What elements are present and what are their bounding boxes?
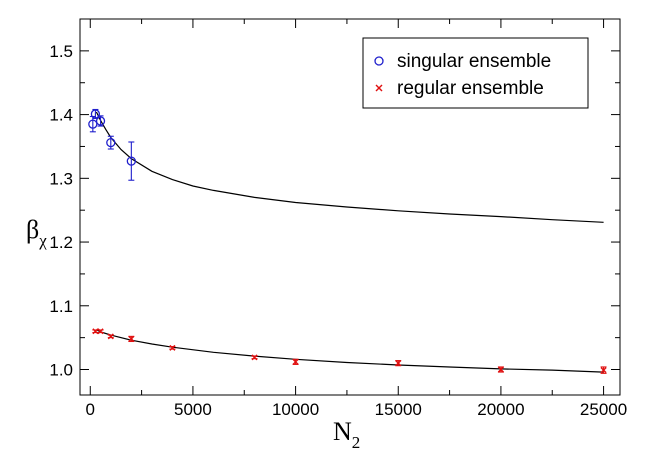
x-axis-label: N2 <box>333 417 360 452</box>
x-marker-stroke <box>97 328 104 335</box>
circle-marker <box>90 109 101 119</box>
y-tick-label: 1.1 <box>49 297 73 316</box>
plot-frame <box>79 18 621 396</box>
x-axis-label-main: N <box>333 417 352 446</box>
x-marker-stroke <box>92 328 99 335</box>
regular-ensemble-point <box>497 366 504 373</box>
y-tick-label: 1.0 <box>49 361 73 380</box>
legend-box <box>362 37 589 109</box>
y-axis-label-sub: χ <box>38 231 47 250</box>
circle-marker <box>88 119 98 129</box>
singular-ensemble-point <box>126 141 136 181</box>
x-tick-label: 25000 <box>580 400 627 419</box>
x-marker-stroke <box>107 333 114 340</box>
y-tick-label: 1.4 <box>49 106 73 125</box>
regular-ensemble-point <box>395 360 402 367</box>
x-marker-stroke <box>292 358 299 365</box>
data-marks <box>88 108 607 374</box>
singular-fit-curve <box>95 111 604 223</box>
regular-ensemble-point <box>292 358 299 365</box>
regular-fit-curve <box>96 329 604 373</box>
x-marker-stroke <box>128 335 135 342</box>
x-marker-stroke <box>395 360 402 367</box>
x-tick-label: 20000 <box>477 400 524 419</box>
regular-ensemble-point <box>107 333 114 340</box>
x-axis-label-sub: 2 <box>352 433 361 452</box>
y-tick-label: 1.3 <box>49 169 73 188</box>
x-tick-label: 15000 <box>375 400 422 419</box>
x-marker-stroke <box>251 354 258 361</box>
regular-ensemble-point <box>600 366 607 374</box>
legend-label-regular: regular ensemble <box>397 78 544 99</box>
x-tick-label: 5000 <box>174 400 212 419</box>
circle-marker <box>95 116 106 126</box>
regular-ensemble-point <box>92 328 99 335</box>
regular-ensemble-point <box>128 335 135 343</box>
regular-ensemble-point <box>251 354 258 361</box>
regular-ensemble-point <box>97 328 104 335</box>
legend-marker-singular <box>374 56 384 66</box>
y-axis-label-main: β <box>26 215 39 244</box>
circle-marker <box>126 156 136 166</box>
y-tick-label: 1.2 <box>49 233 73 252</box>
legend-label-singular: singular ensemble <box>397 51 551 72</box>
y-axis-label: βχ <box>26 215 47 250</box>
legend: singular ensemble regular ensemble <box>362 37 589 109</box>
x-marker-stroke <box>169 344 176 351</box>
singular-ensemble-point <box>106 135 116 150</box>
x-tick-label: 10000 <box>272 400 319 419</box>
circle-marker <box>106 137 116 148</box>
regular-ensemble-point <box>169 344 176 351</box>
x-tick-label: 0 <box>86 400 95 419</box>
singular-ensemble-point <box>95 115 106 127</box>
axis-ticks: 0 5000 10000 15000 20000 25000 1.0 1.1 1.2 1.3 1.4… <box>49 19 627 419</box>
legend-marker-regular <box>375 84 383 92</box>
fit-curves <box>95 111 604 373</box>
y-tick-label: 1.5 <box>49 42 73 61</box>
x-marker-stroke <box>600 367 607 374</box>
x-marker-stroke <box>497 366 504 373</box>
